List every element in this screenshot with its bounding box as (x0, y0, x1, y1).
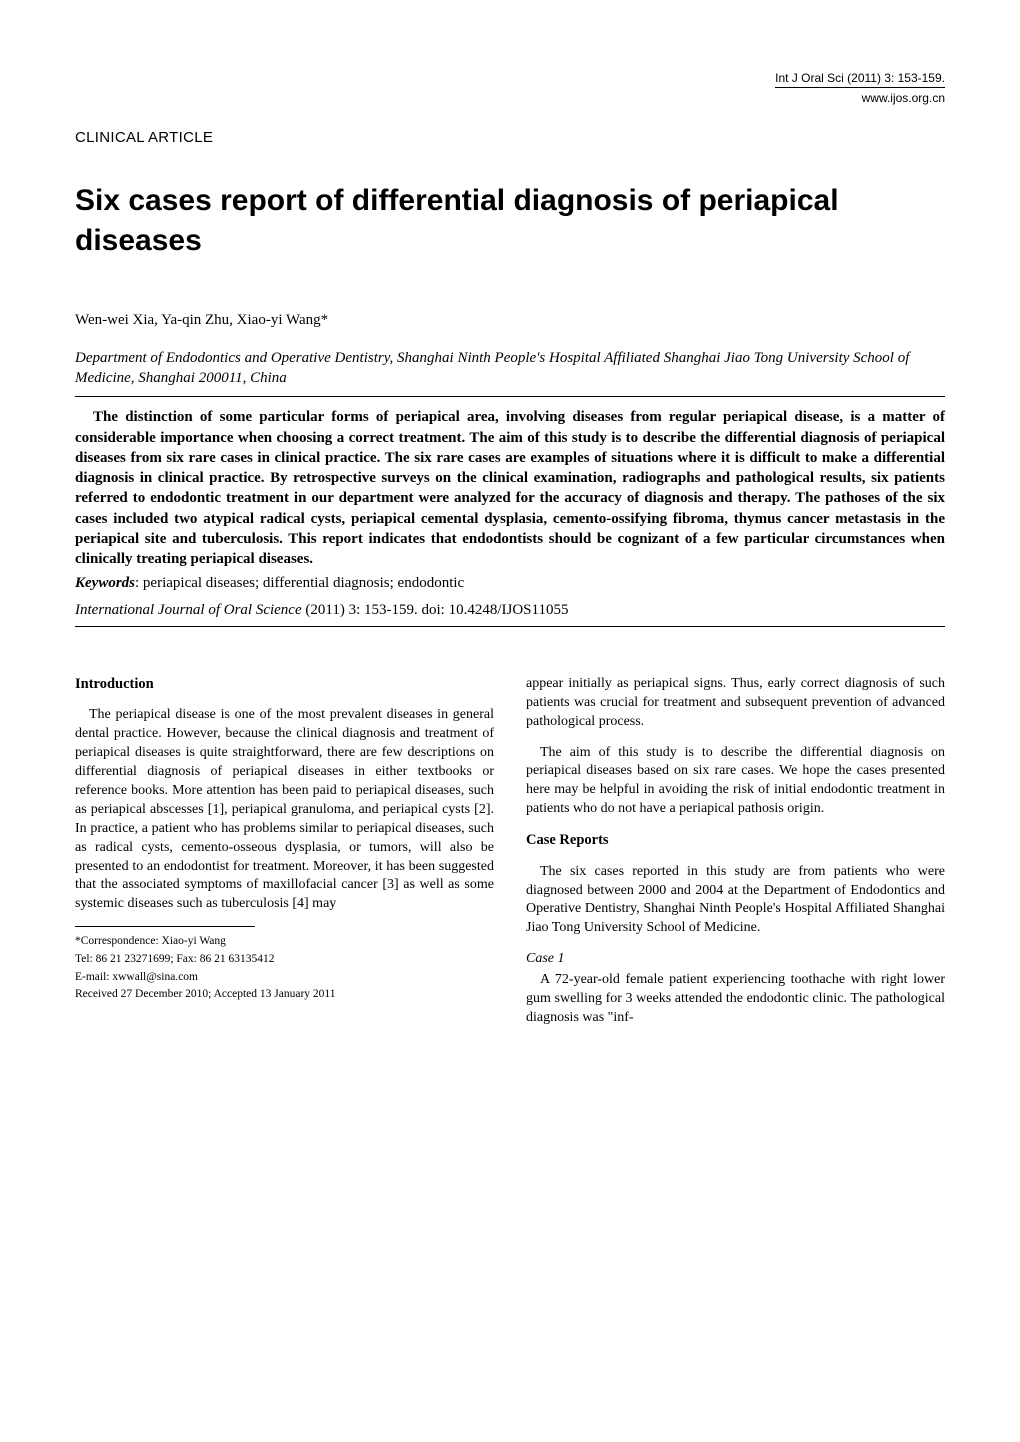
rule-top (75, 396, 945, 397)
footnote-block: *Correspondence: Xiao-yi Wang Tel: 86 21… (75, 933, 494, 1003)
case-1-label: Case 1 (526, 950, 945, 969)
journal-website: www.ijos.org.cn (75, 90, 945, 106)
case-reports-heading: Case Reports (526, 831, 945, 851)
two-column-body: Introduction The periapical disease is o… (75, 675, 945, 1040)
case-1-paragraph: A 72-year-old female patient experiencin… (526, 971, 945, 1028)
keywords: Keywords: periapical diseases; different… (75, 573, 945, 593)
abstract-text: The distinction of some particular forms… (75, 409, 945, 567)
citation-journal: International Journal of Oral Science (75, 602, 302, 618)
intro-continuation-2: The aim of this study is to describe the… (526, 744, 945, 820)
intro-continuation-1: appear initially as periapical signs. Th… (526, 675, 945, 732)
left-column: Introduction The periapical disease is o… (75, 675, 494, 1040)
footnote-correspondence: *Correspondence: Xiao-yi Wang (75, 933, 494, 950)
article-type: CLINICAL ARTICLE (75, 128, 945, 148)
rule-bottom (75, 626, 945, 627)
author-list: Wen-wei Xia, Ya-qin Zhu, Xiao-yi Wang* (75, 310, 945, 330)
citation: International Journal of Oral Science (2… (75, 600, 945, 620)
right-column: appear initially as periapical signs. Th… (526, 675, 945, 1040)
introduction-heading: Introduction (75, 675, 494, 695)
introduction-paragraph: The periapical disease is one of the mos… (75, 706, 494, 914)
keywords-text: : periapical diseases; differential diag… (135, 575, 464, 591)
footnote-separator (75, 926, 255, 927)
citation-rest: (2011) 3: 153-159. doi: 10.4248/IJOS1105… (302, 602, 569, 618)
article-title: Six cases report of differential diagnos… (75, 181, 945, 262)
case-reports-intro: The six cases reported in this study are… (526, 863, 945, 939)
affiliation: Department of Endodontics and Operative … (75, 348, 945, 389)
keywords-label: Keywords (75, 575, 135, 591)
journal-reference: Int J Oral Sci (2011) 3: 153-159. (775, 70, 945, 88)
footnote-email: E-mail: xwwall@sina.com (75, 969, 494, 986)
footnote-tel: Tel: 86 21 23271699; Fax: 86 21 63135412 (75, 951, 494, 968)
abstract: The distinction of some particular forms… (75, 407, 945, 569)
footnote-received: Received 27 December 2010; Accepted 13 J… (75, 986, 494, 1003)
